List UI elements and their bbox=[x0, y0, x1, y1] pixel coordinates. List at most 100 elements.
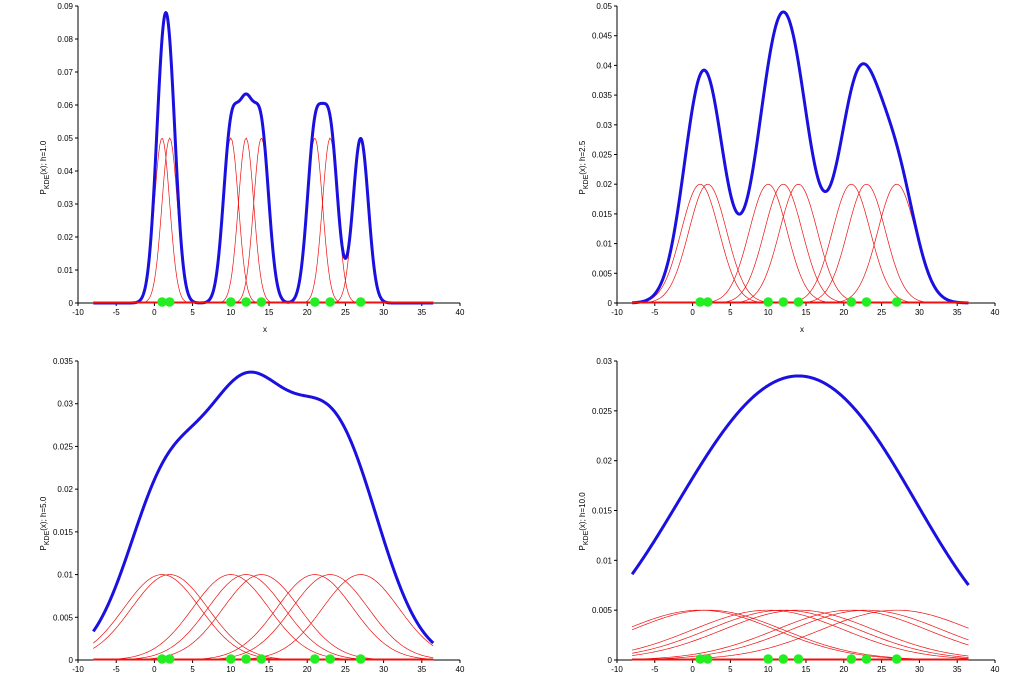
sample-point bbox=[256, 297, 267, 307]
y-tick-label: 0.05 bbox=[596, 2, 612, 11]
kernel-curve bbox=[93, 137, 434, 304]
y-tick-label: 0.06 bbox=[57, 101, 73, 110]
x-tick-label: 10 bbox=[764, 308, 773, 317]
kernel-curve bbox=[93, 574, 434, 661]
kernel-curve bbox=[93, 137, 434, 304]
x-tick-label: -5 bbox=[651, 308, 659, 317]
kernel-curve bbox=[632, 609, 969, 660]
sample-point bbox=[241, 654, 251, 664]
x-tick-label: 30 bbox=[379, 308, 388, 317]
y-tick-label: 0.02 bbox=[57, 233, 73, 242]
kernel-curve bbox=[632, 609, 969, 660]
sample-point bbox=[778, 297, 789, 307]
kde-curve bbox=[630, 374, 970, 586]
y-tick-label: 0.02 bbox=[596, 457, 612, 466]
x-tick-label: 20 bbox=[303, 308, 312, 317]
x-tick-label: 40 bbox=[991, 308, 1000, 317]
kde-curve bbox=[92, 370, 435, 645]
sample-point bbox=[355, 654, 366, 664]
x-tick-label: 35 bbox=[953, 665, 962, 674]
y-tick-label: 0.01 bbox=[596, 556, 612, 565]
kernel-curve bbox=[93, 137, 434, 304]
y-tick-label: 0.03 bbox=[57, 200, 73, 209]
sample-point bbox=[695, 654, 705, 664]
sample-point bbox=[310, 297, 320, 307]
kernel-curve bbox=[93, 137, 434, 304]
kde-panel-bottom-left: -10 -5 0 5 10 15 20 25 30 35 40 0 0.005 0.01 0.015 0.02… bbox=[39, 357, 465, 674]
sample-point bbox=[695, 297, 705, 307]
x-tick-label: 30 bbox=[915, 308, 924, 317]
kernel-curve bbox=[631, 609, 969, 661]
kde-panel-top-right: -10 -5 0 5 10 15 20 25 30 35 40 0 0.005 0.01 0.015 0.02… bbox=[578, 2, 1000, 334]
sample-point bbox=[325, 654, 335, 664]
kernel-curve bbox=[632, 609, 969, 657]
sample-point bbox=[226, 654, 236, 664]
y-tick-label: 0.02 bbox=[596, 180, 612, 189]
y-tick-label: 0.08 bbox=[57, 35, 73, 44]
sample-point bbox=[702, 654, 713, 664]
x-tick-label: 40 bbox=[991, 665, 1000, 674]
kernel-curve bbox=[631, 609, 969, 661]
x-tick-label: -10 bbox=[611, 308, 623, 317]
x-tick-label: 35 bbox=[417, 665, 426, 674]
sample-point bbox=[763, 654, 773, 664]
kde-panel-top-left: -10 -5 0 5 10 15 20 25 30 35 40 0 0.01 0.02 0.03 0.04 0.… bbox=[39, 2, 465, 334]
sample-point bbox=[164, 297, 175, 307]
x-tick-label: -5 bbox=[651, 665, 659, 674]
sample-point bbox=[157, 654, 167, 664]
y-tick-label: 0 bbox=[69, 299, 74, 308]
y-tick-label: 0.01 bbox=[596, 240, 612, 249]
x-tick-label: -10 bbox=[611, 665, 623, 674]
x-tick-label: 0 bbox=[152, 665, 157, 674]
x-tick-label: 0 bbox=[690, 665, 695, 674]
sample-point bbox=[157, 297, 167, 307]
kde-curve bbox=[92, 11, 435, 305]
x-tick-label: 15 bbox=[265, 308, 274, 317]
x-tick-label: 15 bbox=[802, 308, 811, 317]
kernel-curve bbox=[632, 183, 969, 304]
y-tick-label: 0.04 bbox=[596, 61, 612, 70]
sample-point bbox=[164, 654, 175, 664]
y-tick-label: 0.005 bbox=[592, 269, 613, 278]
sample-point bbox=[778, 654, 789, 664]
sample-point bbox=[846, 297, 857, 307]
x-tick-label: 20 bbox=[839, 665, 848, 674]
x-tick-label: 40 bbox=[456, 308, 465, 317]
x-tick-label: 5 bbox=[728, 308, 733, 317]
y-axis-label: PKDE(x); h=2.5 bbox=[578, 140, 590, 194]
x-tick-label: 5 bbox=[190, 665, 195, 674]
y-tick-label: 0.03 bbox=[596, 357, 612, 366]
y-axis-label: PKDE(x); h=1.0 bbox=[39, 140, 51, 194]
y-tick-label: 0.05 bbox=[57, 134, 73, 143]
y-tick-label: 0.035 bbox=[53, 357, 74, 366]
y-tick-label: 0.025 bbox=[592, 407, 613, 416]
x-tick-label: 0 bbox=[152, 308, 157, 317]
y-tick-label: 0.025 bbox=[53, 442, 74, 451]
y-tick-label: 0.005 bbox=[592, 606, 613, 615]
x-tick-label: 30 bbox=[915, 665, 924, 674]
sample-point bbox=[226, 297, 236, 307]
x-tick-label: 10 bbox=[764, 665, 773, 674]
y-tick-label: 0.01 bbox=[57, 571, 73, 580]
x-tick-label: 10 bbox=[226, 308, 235, 317]
x-axis-label: x bbox=[800, 325, 804, 334]
x-tick-label: 25 bbox=[877, 308, 886, 317]
y-tick-label: 0.04 bbox=[57, 167, 73, 176]
x-tick-label: 5 bbox=[728, 665, 733, 674]
sample-point bbox=[891, 654, 902, 664]
y-tick-label: 0.02 bbox=[57, 485, 73, 494]
y-tick-label: 0.09 bbox=[57, 2, 73, 11]
sample-point bbox=[846, 654, 857, 664]
y-tick-label: 0.015 bbox=[592, 507, 613, 516]
sample-point bbox=[702, 297, 713, 307]
x-tick-label: 10 bbox=[226, 665, 235, 674]
x-axis-label: x bbox=[263, 325, 267, 334]
x-tick-label: 25 bbox=[877, 665, 886, 674]
x-tick-label: 35 bbox=[953, 308, 962, 317]
y-axis-label: PKDE(x); h=10.0 bbox=[578, 492, 590, 551]
sample-point bbox=[861, 297, 872, 307]
sample-point bbox=[355, 297, 366, 307]
y-tick-label: 0.03 bbox=[596, 121, 612, 130]
x-tick-label: -5 bbox=[113, 308, 121, 317]
